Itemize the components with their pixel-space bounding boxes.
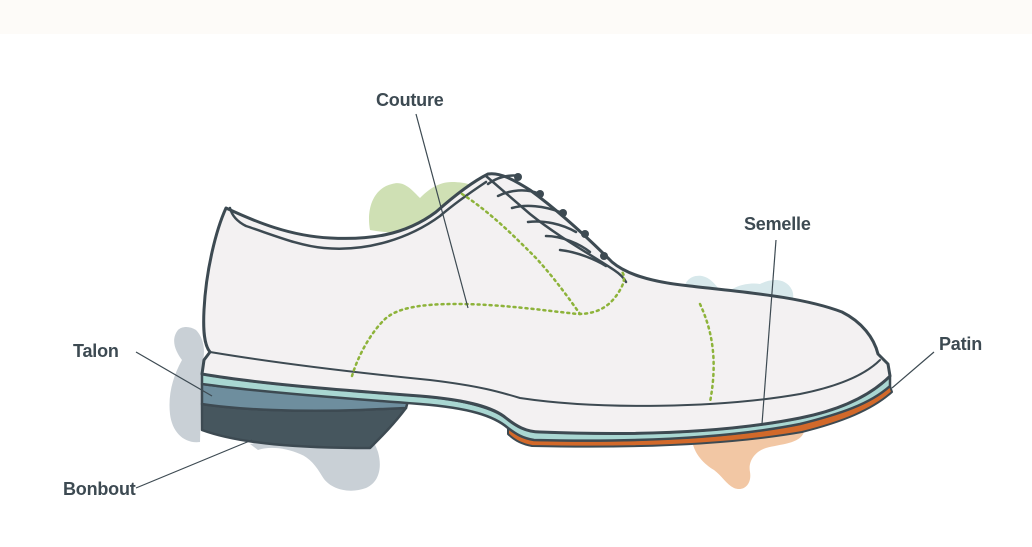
label-patin: Patin: [939, 334, 983, 354]
stitching-toecap: [698, 302, 715, 404]
leader-lines: [135, 113, 935, 489]
leader-couture: [415, 113, 469, 309]
vamp-opening: [484, 174, 628, 284]
leader-semelle: [761, 239, 777, 425]
eyelets: [514, 173, 608, 260]
top-band: [0, 0, 1032, 34]
grey-blob-left: [169, 327, 204, 443]
leader-bonbout: [135, 439, 253, 489]
label-bonbout: Bonbout: [63, 479, 136, 499]
label-talon: Talon: [73, 341, 119, 361]
shoe-upper: [200, 172, 892, 435]
leader-patin: [891, 351, 935, 389]
collar-line: [228, 180, 488, 250]
stitching-vamp-edge: [460, 192, 582, 316]
upper-base-line: [209, 351, 881, 407]
stitching-quarter: [350, 270, 626, 378]
leader-talon: [135, 351, 213, 397]
label-semelle: Semelle: [744, 214, 811, 234]
label-couture: Couture: [376, 90, 444, 110]
